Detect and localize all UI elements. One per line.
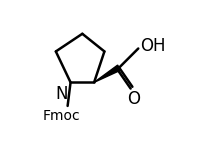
- Text: OH: OH: [140, 37, 166, 55]
- Text: O: O: [127, 90, 140, 108]
- Text: Fmoc: Fmoc: [42, 109, 80, 123]
- Polygon shape: [94, 65, 121, 82]
- Text: N: N: [56, 85, 68, 103]
